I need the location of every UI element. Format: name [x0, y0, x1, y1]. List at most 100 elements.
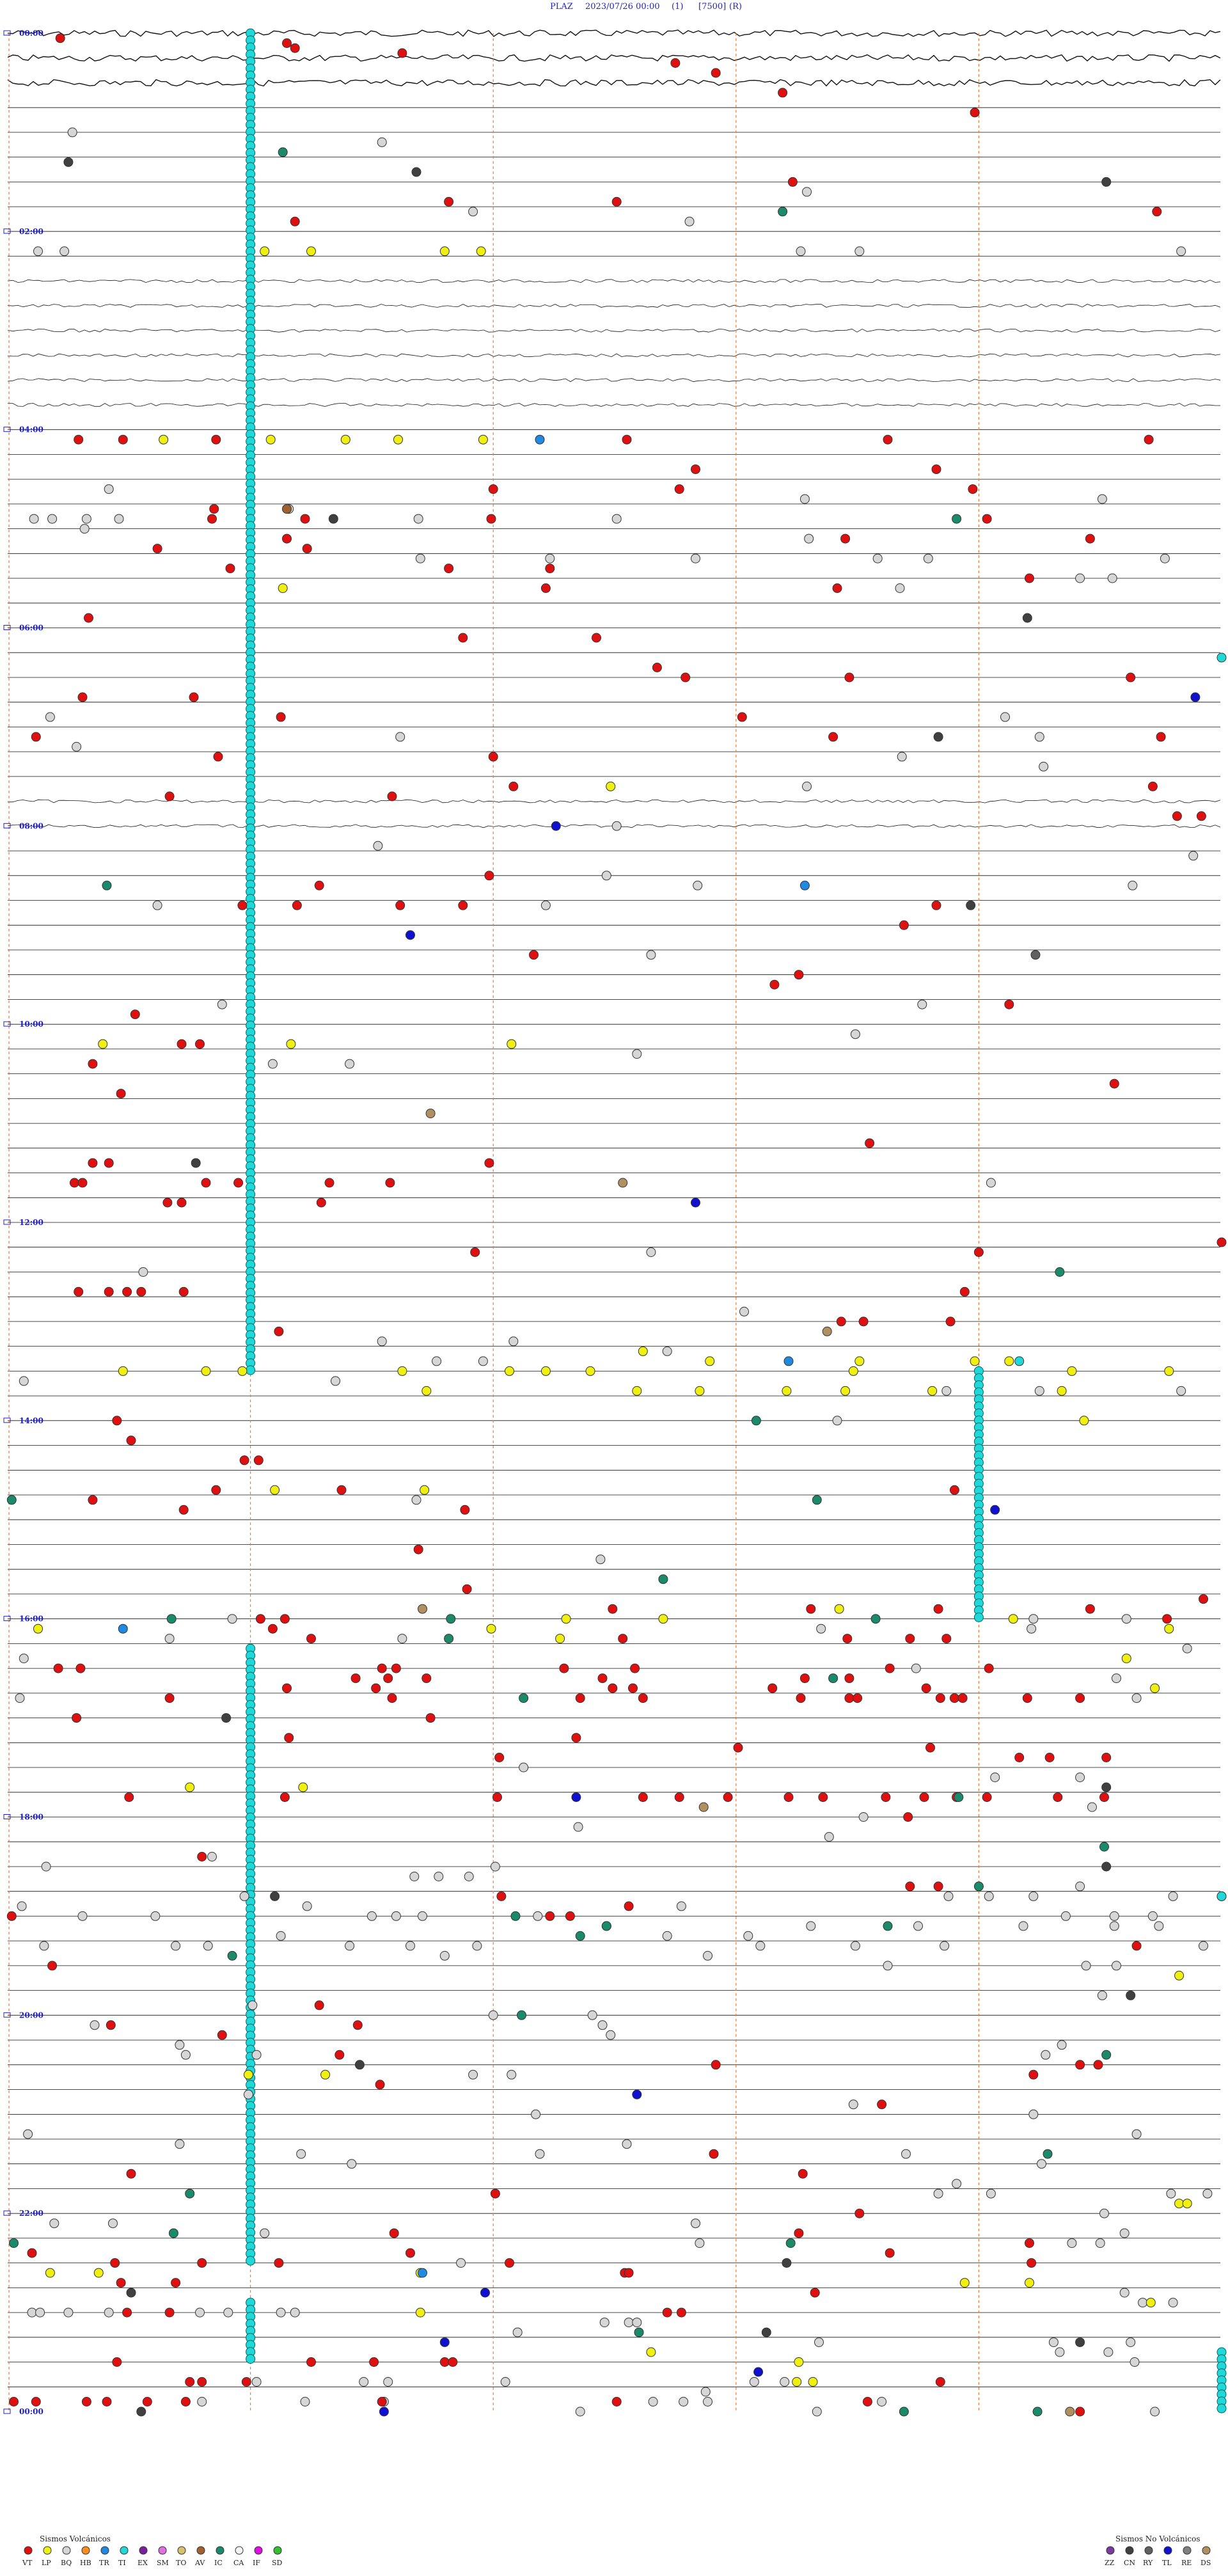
event-marker-vt — [387, 1693, 397, 1703]
event-marker-bq — [345, 1059, 355, 1069]
event-marker-lp — [705, 1356, 715, 1366]
event-marker-vt — [844, 672, 854, 683]
hour-label: 10:00 — [19, 1020, 43, 1029]
event-marker-bq — [377, 1336, 387, 1347]
event-marker-vt — [982, 1792, 992, 1802]
event-marker-vt — [844, 1673, 854, 1684]
event-marker-vt — [945, 1316, 956, 1327]
event-marker-bq — [251, 2050, 262, 2060]
event-marker-vt — [486, 514, 496, 524]
event-marker-vt — [925, 1742, 935, 1753]
event-marker-tl — [439, 2337, 450, 2348]
event-marker-bq — [456, 2258, 466, 2268]
event-marker-bq — [409, 1872, 420, 1881]
event-marker-bq — [33, 246, 43, 257]
event-marker-bq — [990, 1773, 1000, 1782]
event-marker-bq — [545, 553, 555, 564]
event-marker-vt — [292, 900, 302, 910]
event-marker-lp — [270, 1485, 280, 1495]
event-marker-vt — [302, 544, 312, 554]
event-marker-bq — [405, 1941, 415, 1951]
legend-swatch — [235, 2546, 244, 2555]
event-marker-lp — [848, 1366, 858, 1376]
event-marker-bq — [923, 553, 933, 564]
event-marker-vt — [267, 1624, 278, 1634]
event-marker-lp — [1145, 2298, 1156, 2308]
event-marker-vt — [571, 1733, 581, 1743]
event-marker-bq — [114, 514, 124, 524]
event-marker-vt — [74, 1286, 84, 1297]
event-marker-bq — [512, 2327, 523, 2337]
hour-label: 20:00 — [19, 2011, 43, 2019]
legend-swatch — [254, 2546, 263, 2555]
event-marker-vt — [300, 514, 310, 524]
event-marker-vt — [171, 2278, 181, 2288]
event-marker-lp — [393, 434, 403, 445]
event-marker-bq — [743, 1931, 753, 1941]
event-marker-vt — [1156, 732, 1166, 742]
trace-row — [7, 29, 1221, 37]
event-marker-bq — [276, 2307, 286, 2318]
event-marker-bq — [207, 1852, 217, 1861]
event-marker-vt — [885, 1663, 895, 1673]
event-marker-vt — [255, 1614, 265, 1624]
event-marker-bq — [749, 2377, 759, 2387]
event-marker-vt — [496, 1891, 507, 1901]
event-marker-bq — [366, 1911, 377, 1921]
event-marker-bq — [359, 2377, 369, 2387]
event-marker-vt — [608, 1604, 618, 1614]
event-marker-vt — [413, 1544, 423, 1554]
event-marker-bq — [703, 1950, 712, 1961]
event-marker-cn — [1101, 1782, 1112, 1792]
event-marker-bq — [850, 1029, 860, 1039]
event-marker-vt — [597, 1673, 608, 1684]
event-marker-vt — [88, 1158, 98, 1168]
event-marker-bq — [531, 2109, 541, 2119]
legend-swatch — [216, 2546, 224, 2555]
event-marker-vt — [832, 583, 842, 593]
event-marker-vt — [611, 196, 622, 207]
event-marker-vt — [377, 2397, 387, 2406]
event-marker-vt — [195, 1039, 205, 1049]
event-marker-bq — [472, 1941, 482, 1951]
hour-bracket — [3, 1021, 11, 1027]
event-marker-bq — [72, 741, 82, 752]
event-marker-bq — [1075, 573, 1085, 583]
event-marker-bq — [508, 1336, 519, 1347]
event-marker-bq — [296, 2149, 306, 2159]
event-marker-bq — [67, 127, 77, 138]
event-marker-vt — [1152, 207, 1162, 217]
event-marker-bq — [180, 2050, 191, 2060]
event-marker-lp — [658, 1614, 668, 1624]
event-marker-vt — [1196, 811, 1206, 821]
event-marker-ic — [168, 2228, 178, 2238]
event-marker-vt — [970, 107, 980, 118]
event-marker-bq — [812, 2406, 822, 2417]
event-marker-bq — [1095, 2238, 1105, 2248]
event-marker-bq — [872, 553, 883, 564]
event-marker-bq — [883, 1961, 893, 1971]
event-marker-vt — [27, 2248, 37, 2258]
event-marker-lp — [340, 434, 350, 445]
event-marker-vt — [618, 1634, 628, 1644]
hour-bracket — [3, 1418, 11, 1423]
event-marker-vt — [375, 2080, 385, 2090]
event-marker-ic — [278, 147, 288, 157]
event-marker-cn — [411, 167, 421, 177]
event-marker-bq — [624, 2318, 634, 2328]
event-marker-ic — [883, 1921, 893, 1931]
event-marker-bq — [535, 2149, 545, 2159]
event-marker-bq — [411, 1495, 421, 1505]
event-marker-vt — [77, 1178, 88, 1188]
event-marker-bq — [1034, 1386, 1044, 1396]
event-marker-bq — [223, 2307, 233, 2318]
legend-swatch — [139, 2546, 148, 2555]
event-marker-tl — [480, 2288, 490, 2298]
event-marker-cn — [966, 900, 976, 910]
event-marker-bq — [533, 1911, 543, 1921]
event-marker-ic — [778, 207, 788, 217]
ti-swarm-marker — [1216, 2403, 1227, 2414]
legend-label: CN — [1124, 2559, 1135, 2567]
event-marker-vt — [711, 68, 721, 78]
event-marker-bq — [251, 2377, 262, 2387]
